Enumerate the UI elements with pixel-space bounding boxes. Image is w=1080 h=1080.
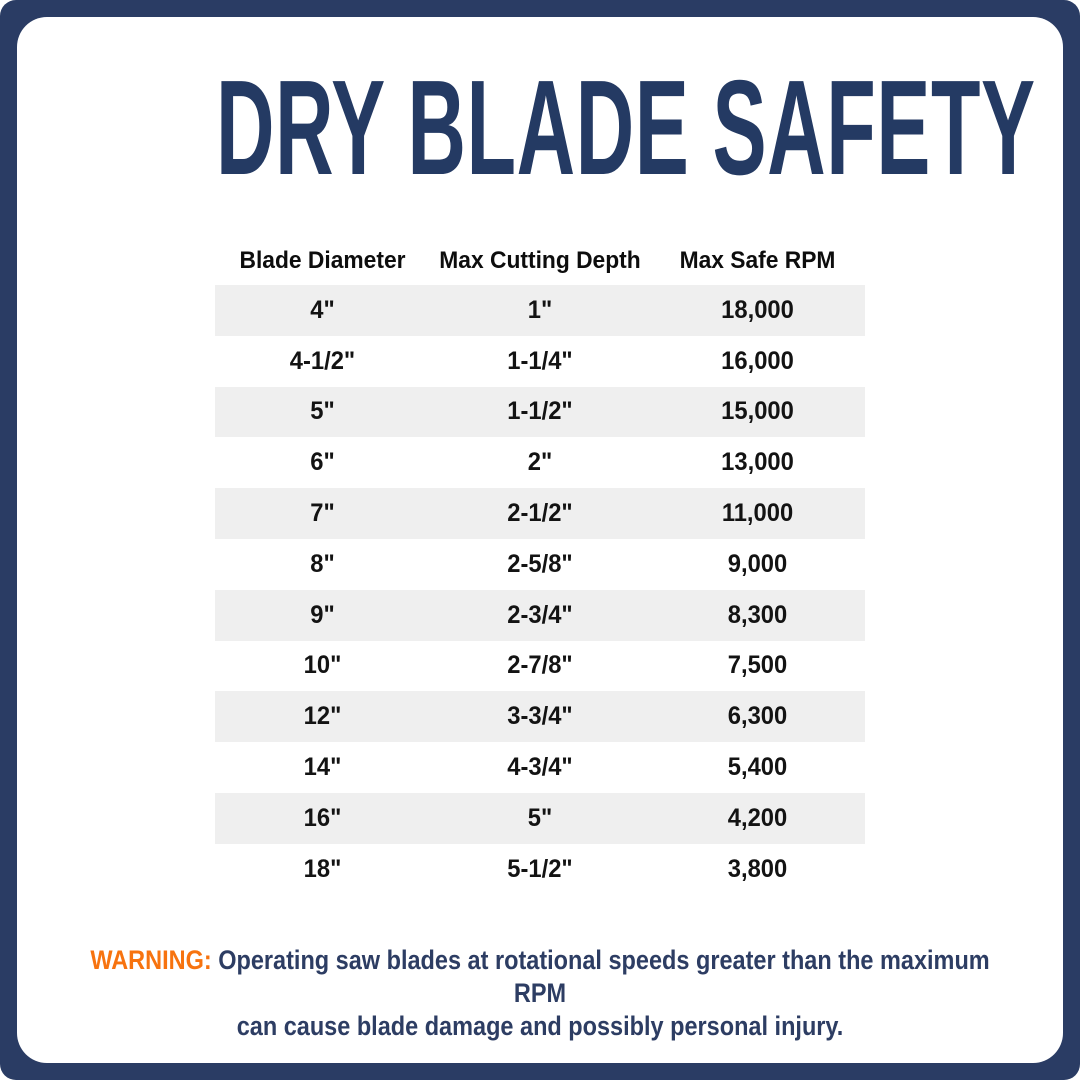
table-row: 8" 2-5/8" 9,000	[215, 539, 865, 590]
cell-blade-diameter: 9"	[310, 600, 335, 629]
column-header-max-cutting-depth: Max Cutting Depth	[439, 246, 641, 274]
cell-max-safe-rpm: 9,000	[727, 549, 788, 578]
cell-max-safe-rpm: 6,300	[727, 702, 788, 731]
cell-blade-diameter: 12"	[303, 702, 342, 731]
cell-max-cutting-depth: 3-3/4"	[507, 702, 573, 731]
cell-blade-diameter: 8"	[310, 549, 335, 578]
table-row: 6" 2" 13,000	[215, 437, 865, 488]
cell-max-cutting-depth: 2-1/2"	[507, 499, 573, 528]
cell-max-cutting-depth: 1"	[527, 295, 553, 324]
cell-max-safe-rpm: 11,000	[721, 499, 794, 528]
table-header-row: Blade Diameter Max Cutting Depth Max Saf…	[215, 236, 865, 285]
cell-blade-diameter: 7"	[310, 499, 335, 528]
cell-max-safe-rpm: 8,300	[727, 600, 788, 629]
cell-max-cutting-depth: 2-7/8"	[507, 651, 573, 680]
cell-max-safe-rpm: 5,400	[727, 753, 788, 782]
table-row: 9" 2-3/4" 8,300	[215, 589, 865, 641]
cell-blade-diameter: 4"	[310, 295, 335, 324]
content-card	[17, 17, 1063, 1063]
cell-max-cutting-depth: 1-1/2"	[507, 397, 573, 426]
cell-max-cutting-depth: 2"	[527, 448, 553, 477]
warning-text-line2: can cause blade damage and possibly pers…	[236, 1011, 844, 1042]
cell-blade-diameter: 14"	[303, 753, 342, 782]
table-row: 5" 1-1/2" 15,000	[215, 386, 865, 438]
column-header-blade-diameter: Blade Diameter	[239, 246, 406, 274]
table-body: 4" 1" 18,000 4-1/2" 1-1/4" 16,000 5" 1-1…	[215, 285, 865, 895]
warning-label: WARNING:	[90, 945, 212, 975]
cell-max-safe-rpm: 4,200	[727, 803, 788, 832]
cell-max-cutting-depth: 1-1/4"	[507, 346, 573, 375]
column-header-max-safe-rpm: Max Safe RPM	[679, 246, 836, 274]
cell-max-cutting-depth: 5"	[527, 803, 553, 832]
cell-blade-diameter: 18"	[303, 854, 342, 883]
cell-blade-diameter: 6"	[310, 448, 335, 477]
table-row: 14" 4-3/4" 5,400	[215, 742, 865, 793]
table-row: 18" 5-1/2" 3,800	[215, 844, 865, 895]
cell-max-cutting-depth: 2-3/4"	[507, 600, 573, 629]
page-title: DRY BLADE SAFETY	[216, 52, 1036, 203]
table-row: 16" 5" 4,200	[215, 792, 865, 844]
cell-max-cutting-depth: 4-3/4"	[507, 753, 573, 782]
cell-max-safe-rpm: 13,000	[721, 448, 794, 477]
table-row: 4" 1" 18,000	[215, 285, 865, 336]
table-row: 7" 2-1/2" 11,000	[215, 488, 865, 539]
cell-blade-diameter: 5"	[310, 397, 335, 426]
safety-table: Blade Diameter Max Cutting Depth Max Saf…	[215, 236, 865, 895]
cell-blade-diameter: 16"	[303, 803, 342, 832]
cell-blade-diameter: 4-1/2"	[289, 346, 356, 375]
cell-max-cutting-depth: 2-5/8"	[507, 549, 573, 578]
cell-max-safe-rpm: 16,000	[721, 346, 794, 375]
table-row: 12" 3-3/4" 6,300	[215, 691, 865, 743]
cell-max-cutting-depth: 5-1/2"	[507, 854, 573, 883]
table-row: 10" 2-7/8" 7,500	[215, 641, 865, 692]
cell-max-safe-rpm: 15,000	[721, 397, 794, 426]
cell-blade-diameter: 10"	[303, 651, 342, 680]
cell-max-safe-rpm: 18,000	[721, 295, 794, 324]
warning-text-line1: Operating saw blades at rotational speed…	[218, 945, 990, 1009]
table-row: 4-1/2" 1-1/4" 16,000	[215, 336, 865, 387]
cell-max-safe-rpm: 7,500	[727, 651, 788, 680]
warning-note: WARNING: Operating saw blades at rotatio…	[70, 944, 1010, 1044]
cell-max-safe-rpm: 3,800	[727, 854, 788, 883]
